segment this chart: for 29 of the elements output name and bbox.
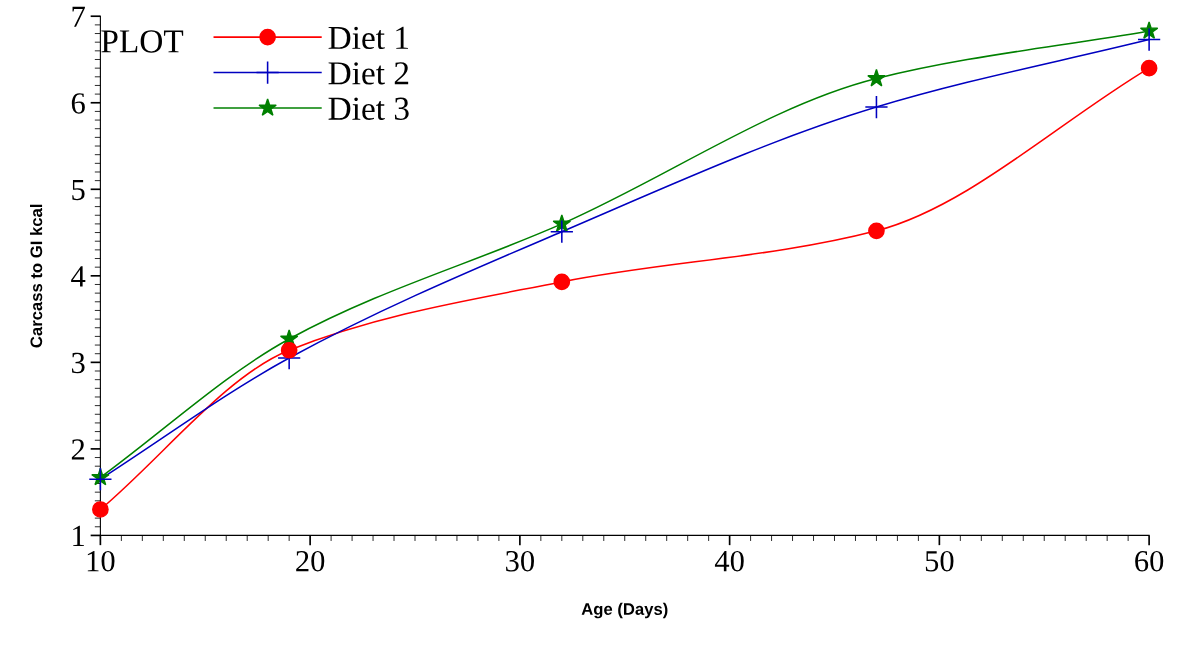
- y-tick-label: 4: [71, 266, 86, 287]
- x-tick-label: 10: [87, 550, 115, 572]
- point: [89, 468, 112, 491]
- point: [1138, 28, 1161, 51]
- y-axis-title: Carcass to GI kcal: [29, 204, 43, 348]
- point: [280, 341, 298, 359]
- point: [865, 95, 888, 119]
- y-tick-label: 5: [72, 179, 85, 201]
- point: [1140, 59, 1158, 77]
- y-tick-label: 3: [71, 352, 85, 374]
- x-tick-label: 50: [925, 550, 954, 572]
- y-tick-label: 6: [71, 93, 85, 114]
- y-tick-label: 7: [72, 6, 85, 27]
- y-tick-label: 2: [71, 439, 85, 460]
- x-axis-title: Age (Days): [581, 602, 668, 619]
- y-tick-label: 1: [73, 525, 84, 547]
- point: [550, 220, 573, 243]
- legend-title: PLOT: [101, 30, 184, 53]
- point: [867, 68, 886, 87]
- point: [553, 273, 571, 291]
- x-tick-label: 30: [506, 550, 534, 572]
- point: [92, 501, 109, 518]
- legend-label: Diet 2: [328, 62, 409, 85]
- point: [868, 222, 885, 240]
- x-tick-label: 20: [296, 550, 325, 572]
- x-tick-label: 40: [714, 550, 744, 572]
- legend-label: Diet 3: [328, 97, 409, 120]
- x-tick-label: 60: [1135, 550, 1164, 572]
- legend-label: Diet 1: [328, 26, 409, 50]
